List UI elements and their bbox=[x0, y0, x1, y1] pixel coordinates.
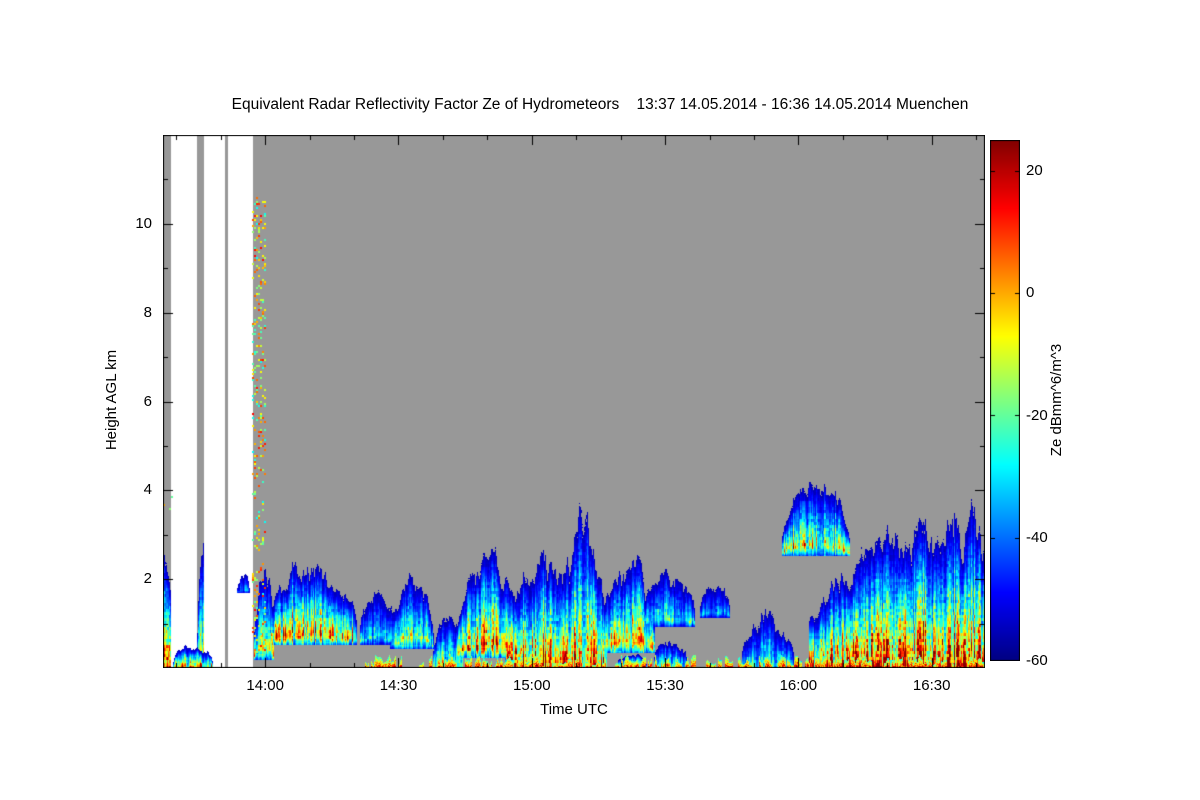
x-tick-label: 16:30 bbox=[912, 677, 951, 694]
x-tick-label: 16:00 bbox=[779, 677, 818, 694]
x-tick-label: 15:30 bbox=[646, 677, 684, 694]
y-tick-label: 8 bbox=[143, 303, 152, 321]
chart-title: Equivalent Radar Reflectivity Factor Ze … bbox=[231, 96, 969, 113]
y-tick-label: 4 bbox=[143, 481, 152, 499]
y-tick-label: 10 bbox=[135, 214, 152, 232]
x-tick-label: 14:00 bbox=[246, 677, 284, 694]
colorbar-tick-label: -60 bbox=[1026, 652, 1048, 669]
colorbar-tick-label: -20 bbox=[1026, 406, 1048, 424]
heatmap-plot-canvas bbox=[163, 135, 985, 668]
y-tick-label: 6 bbox=[143, 392, 152, 410]
x-axis-label: Time UTC bbox=[540, 701, 608, 718]
colorbar-tick-label: 0 bbox=[1026, 284, 1035, 302]
colorbar-tick-label: -40 bbox=[1026, 529, 1048, 547]
colorbar-label: Ze dBmm^6/m^3 bbox=[1048, 343, 1065, 457]
colorbar-tick-label: 20 bbox=[1026, 161, 1043, 179]
x-tick-label: 14:30 bbox=[379, 677, 418, 694]
y-tick-label: 2 bbox=[143, 570, 152, 588]
colorbar-canvas bbox=[990, 140, 1020, 661]
x-tick-label: 15:00 bbox=[513, 677, 551, 694]
